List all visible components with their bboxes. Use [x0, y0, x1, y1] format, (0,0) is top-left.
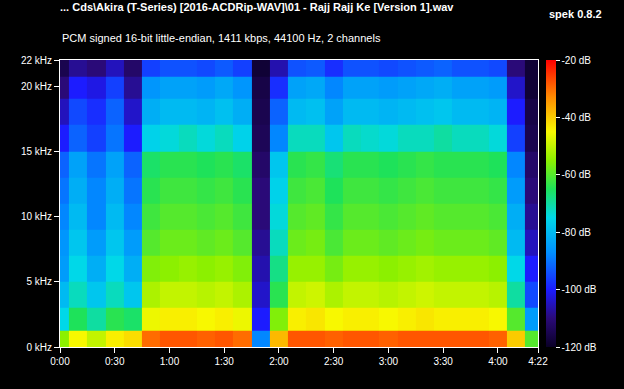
svg-text:-20 dB: -20 dB: [562, 55, 592, 66]
svg-text:3:00: 3:00: [379, 356, 399, 367]
svg-text:PCM signed 16-bit little-endia: PCM signed 16-bit little-endian, 1411 kb…: [62, 32, 381, 44]
svg-text:2:30: 2:30: [324, 356, 344, 367]
svg-text:0 kHz: 0 kHz: [26, 342, 52, 353]
svg-text:-40 dB: -40 dB: [562, 112, 592, 123]
svg-text:-60 dB: -60 dB: [562, 169, 592, 180]
svg-text:5 kHz: 5 kHz: [26, 276, 52, 287]
svg-text:22 kHz: 22 kHz: [21, 55, 52, 66]
svg-text:4:00: 4:00: [488, 356, 508, 367]
svg-text:20 kHz: 20 kHz: [21, 81, 52, 92]
svg-text:-100 dB: -100 dB: [562, 284, 597, 295]
svg-text:0:00: 0:00: [50, 356, 70, 367]
svg-text:... Cds\Akira (T-Series) [2016: ... Cds\Akira (T-Series) [2016-ACDRip-WA…: [60, 1, 454, 13]
svg-text:3:30: 3:30: [433, 356, 453, 367]
svg-text:4:22: 4:22: [528, 356, 548, 367]
svg-text:10 kHz: 10 kHz: [21, 211, 52, 222]
svg-text:spek 0.8.2: spek 0.8.2: [549, 8, 602, 20]
svg-text:-120 dB: -120 dB: [562, 342, 597, 353]
svg-text:1:00: 1:00: [160, 356, 180, 367]
svg-text:-80 dB: -80 dB: [562, 227, 592, 238]
svg-text:2:00: 2:00: [269, 356, 289, 367]
svg-text:0:30: 0:30: [105, 356, 125, 367]
svg-text:15 kHz: 15 kHz: [21, 146, 52, 157]
svg-text:1:30: 1:30: [214, 356, 234, 367]
